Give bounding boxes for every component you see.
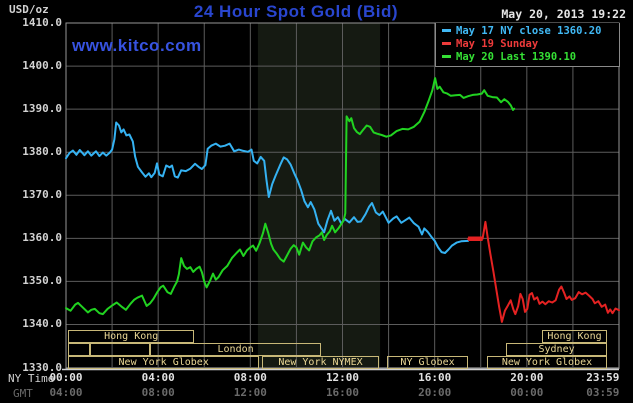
session-box-ny-globex: NY Globex — [386, 356, 469, 369]
y-axis-tick-label: 1370.0 — [22, 188, 62, 202]
x-axis-tick-label-ny: 04:00 — [141, 371, 175, 384]
session-box-new-york-nymex: New York NYMEX — [262, 356, 379, 369]
session-box-london: London — [150, 343, 322, 356]
chart-title: 24 Hour Spot Gold (Bid) — [193, 2, 399, 21]
y-axis-tick-label: 1360.0 — [22, 231, 62, 245]
legend-dash-icon — [442, 41, 451, 45]
chart-datetime: May 20, 2013 19:22 — [501, 7, 626, 21]
x-axis-tick-label-gmt: 03:59 — [586, 386, 620, 399]
legend-item-label: May 20 Last 1390.10 — [456, 51, 577, 63]
y-axis-tick-label: 1340.0 — [22, 317, 62, 331]
y-axis-tick-label: 1380.0 — [22, 145, 62, 159]
y-axis-tick-label: 1400.0 — [22, 59, 62, 73]
legend-item: May 19 Sunday — [436, 38, 619, 51]
y-axis-tick-label: 1350.0 — [22, 274, 62, 288]
x-axis-tick-label-gmt: 20:00 — [418, 386, 452, 399]
session-box-new-york-globex: New York Globex — [486, 356, 608, 369]
x-axis-tick-label-gmt: 16:00 — [325, 386, 360, 399]
x-axis-tick-label-ny: 08:00 — [233, 371, 267, 384]
x-axis-tick-label-gmt: 12:00 — [233, 386, 267, 399]
x-axis-tick-label-ny: 20:00 — [510, 371, 544, 384]
x-axis-tick-label-gmt: 00:00 — [510, 386, 544, 399]
legend-item-label: May 17 NY close 1360.20 — [456, 25, 602, 37]
y-axis-unit-label: USD/oz — [9, 3, 49, 16]
x-axis-tick-label-gmt: 04:00 — [49, 386, 83, 399]
legend-dash-icon — [442, 28, 451, 32]
session-box-empty — [89, 343, 151, 356]
session-box-hong-kong: Hong Kong — [68, 330, 195, 343]
session-box-new-york-globex: New York Globex — [68, 356, 260, 369]
series-may19-sunday — [467, 220, 620, 323]
legend: May 17 NY close 1360.20 May 19 Sunday May … — [435, 23, 620, 67]
x-axis-tick-label-gmt: 08:00 — [141, 386, 175, 399]
y-axis-tick-label: 1390.0 — [22, 102, 62, 116]
ny-time-axis-label: NY Time — [8, 372, 55, 385]
session-box-empty — [68, 343, 90, 356]
legend-item-label: May 19 Sunday — [456, 38, 539, 50]
x-axis-tick-label-ny: 00:00 — [49, 371, 83, 384]
series-may20-last — [65, 77, 516, 316]
x-axis-tick-label-ny: 12:00 — [325, 371, 360, 384]
legend-item: May 17 NY close 1360.20 — [436, 25, 619, 38]
series-may17-ny-close — [65, 121, 470, 254]
session-box-sydney: Sydney — [506, 343, 608, 356]
y-axis-tick-label: 1330.0 — [22, 360, 62, 374]
y-axis-tick-label: 1410.0 — [22, 16, 62, 29]
kitco-watermark: www.kitco.com — [72, 36, 202, 55]
x-axis-tick-label-ny: 16:00 — [418, 371, 452, 384]
gmt-axis-label: GMT — [13, 387, 33, 400]
legend-item: May 20 Last 1390.10 — [436, 51, 619, 64]
x-axis-tick-label-ny: 23:59 — [586, 371, 620, 384]
legend-dash-icon — [442, 54, 451, 58]
session-box-hong-kong: Hong Kong — [542, 330, 607, 343]
